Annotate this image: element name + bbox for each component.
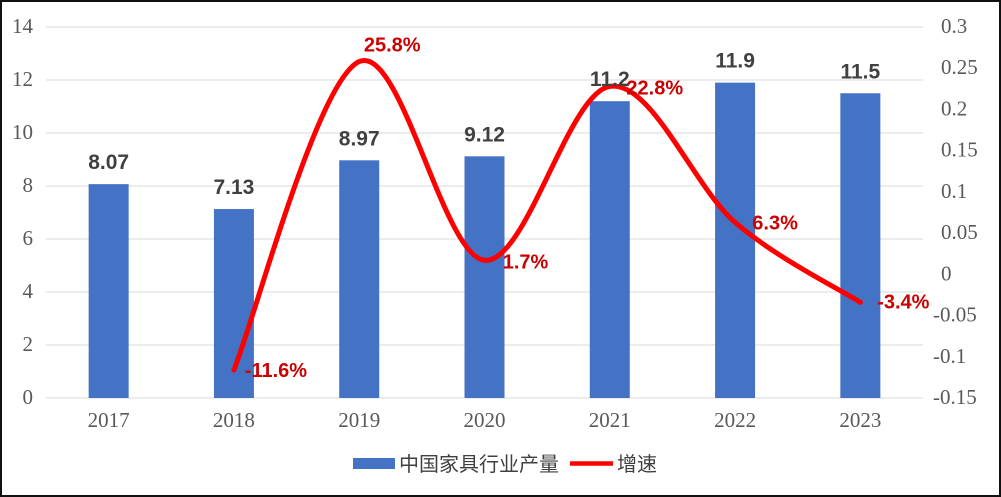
bar (88, 184, 129, 398)
left-axis-tick: 0 (23, 385, 34, 409)
bar-value-label: 11.9 (715, 50, 755, 73)
bar (715, 82, 756, 399)
bar-value-label: 11.5 (840, 60, 880, 83)
legend: 中国家具行业产量 增速 (353, 453, 657, 476)
right-axis-tick-labels: -0.15 -0.1 -0.05 0 0.05 0.1 0.15 0.2 0.25 0.3 (933, 14, 978, 409)
x-axis-category-labels: 2017 2018 2019 2020 2021 2022 2023 (88, 408, 882, 432)
x-axis-category-label: 2021 (589, 408, 631, 432)
right-axis-tick: 0.25 (941, 55, 978, 79)
left-axis-tick: 2 (23, 332, 34, 356)
bar-value-label: 8.07 (88, 151, 129, 174)
bar-value-label: 9.12 (464, 123, 505, 146)
line-value-label: 22.8% (626, 77, 683, 99)
right-axis-tick: 0.3 (941, 14, 967, 38)
bar-value-label: 11.2 (590, 68, 630, 91)
line-value-label: 6.3% (752, 212, 798, 234)
right-axis-tick: 0.15 (941, 138, 978, 162)
x-axis-category-label: 2018 (213, 408, 255, 432)
right-axis-tick: -0.05 (933, 303, 977, 327)
right-axis-tick: 0.1 (941, 179, 967, 203)
x-axis-category-label: 2017 (88, 408, 130, 432)
right-axis-tick: 0.05 (941, 220, 978, 244)
bar (840, 93, 881, 398)
bar (464, 156, 505, 398)
bar-value-label: 7.13 (213, 176, 254, 199)
line-value-label: 1.7% (503, 251, 549, 273)
right-axis-tick: 0 (941, 261, 952, 285)
x-axis-category-label: 2019 (338, 408, 380, 432)
legend-bar-swatch (353, 458, 395, 469)
x-axis-category-label: 2022 (714, 408, 756, 432)
right-axis-tick: -0.15 (933, 385, 977, 409)
left-axis-tick: 8 (23, 173, 34, 197)
line-series (231, 58, 863, 373)
left-axis-tick: 12 (12, 67, 33, 91)
legend-bar-series-label: 中国家具行业产量 (399, 453, 559, 476)
bar-value-labels: 8.07 7.13 8.97 9.12 11.2 11.9 11.5 (88, 50, 880, 199)
bar (339, 160, 380, 398)
bar (589, 101, 630, 398)
right-axis-tick: -0.1 (933, 344, 966, 368)
bar-value-label: 8.97 (339, 127, 380, 150)
line-value-label: -3.4% (877, 291, 929, 313)
right-axis-tick: 0.2 (941, 96, 967, 120)
x-axis-category-label: 2020 (464, 408, 506, 432)
line-value-label: 25.8% (364, 35, 421, 57)
left-axis-tick: 14 (12, 14, 34, 38)
line-value-labels: -11.6% 25.8% 1.7% 22.8% 6.3% -3.4% (245, 35, 930, 382)
left-axis-tick: 6 (23, 226, 34, 250)
left-axis-tick: 10 (12, 120, 33, 144)
x-axis-category-label: 2023 (839, 408, 881, 432)
left-axis-tick: 4 (23, 279, 34, 303)
left-axis-tick-labels: 0 2 4 6 8 10 12 14 (12, 14, 34, 409)
legend-line-series-label: 增速 (617, 453, 657, 476)
line-value-label: -11.6% (245, 360, 307, 382)
bar-series (88, 82, 881, 399)
growth-rate-line (231, 58, 863, 373)
